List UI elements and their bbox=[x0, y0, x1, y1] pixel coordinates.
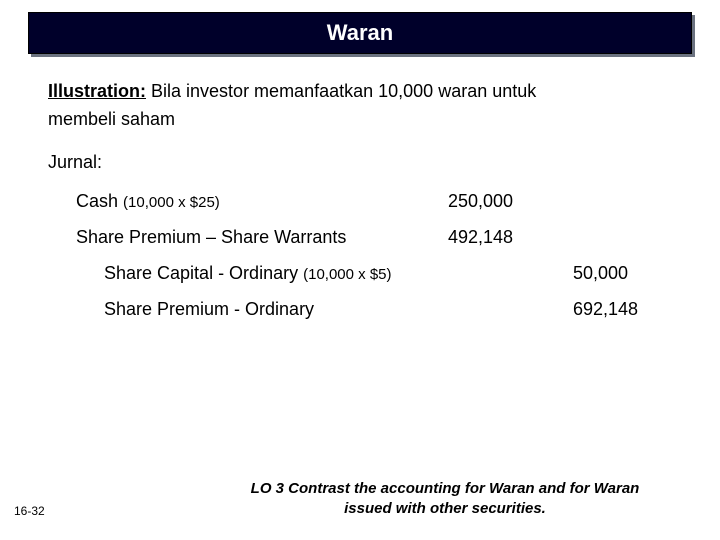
banner-title: Waran bbox=[327, 20, 393, 46]
je-note: (10,000 x $25) bbox=[123, 194, 220, 211]
je-debit-amount: 492,148 bbox=[448, 227, 513, 248]
jurnal-label: Jurnal: bbox=[48, 152, 672, 173]
je-debit-amount: 250,000 bbox=[448, 191, 513, 212]
journal-entries: Cash (10,000 x $25) 250,000 Share Premiu… bbox=[48, 191, 672, 325]
slide-footer: 16-32 LO 3 Contrast the accounting for W… bbox=[0, 478, 720, 518]
slide-content: Illustration: Bila investor memanfaatkan… bbox=[48, 78, 672, 325]
illustration-text-1: Bila investor memanfaatkan bbox=[151, 81, 373, 101]
banner-bg: Waran bbox=[28, 12, 692, 54]
je-account: Share Premium – Share Warrants bbox=[76, 227, 346, 248]
je-account: Share Capital - Ordinary bbox=[104, 263, 298, 284]
je-account: Share Premium - Ordinary bbox=[104, 299, 314, 320]
illustration-text-2: waran untuk bbox=[438, 81, 536, 101]
illustration-qty: 10,000 bbox=[378, 81, 433, 101]
illustration-label: Illustration: bbox=[48, 81, 146, 101]
je-debit-row: Share Premium – Share Warrants 492,148 bbox=[48, 227, 672, 253]
je-debit-row: Cash (10,000 x $25) 250,000 bbox=[48, 191, 672, 217]
je-account: Cash bbox=[76, 191, 118, 212]
illustration-line-1: Illustration: Bila investor memanfaatkan… bbox=[48, 78, 672, 106]
slide-number: 16-32 bbox=[14, 504, 45, 518]
je-credit-amount: 692,148 bbox=[573, 299, 638, 320]
je-credit-row: Share Premium - Ordinary 692,148 bbox=[48, 299, 672, 325]
je-credit-row: Share Capital - Ordinary (10,000 x $5) 5… bbox=[48, 263, 672, 289]
illustration-line-2: membeli saham bbox=[48, 106, 672, 134]
learning-objective: LO 3 Contrast the accounting for Waran a… bbox=[230, 479, 660, 518]
title-banner: Waran bbox=[28, 12, 692, 54]
je-note: (10,000 x $5) bbox=[303, 266, 391, 283]
je-credit-amount: 50,000 bbox=[573, 263, 628, 284]
